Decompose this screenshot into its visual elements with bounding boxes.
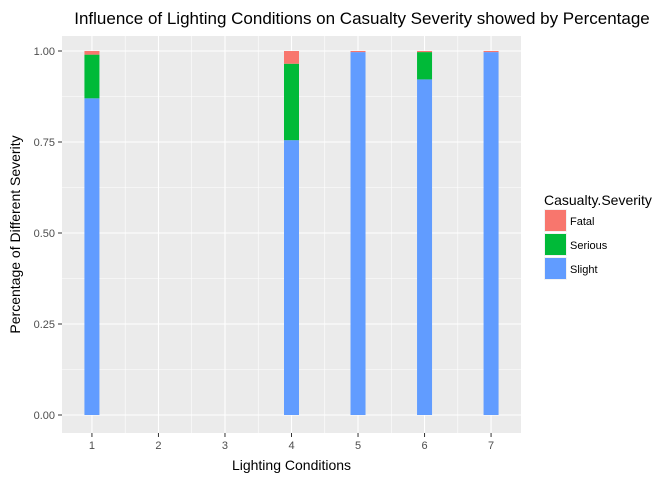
y-axis: 0.00 0.25 0.50 0.75 1.00 bbox=[34, 46, 62, 422]
bars bbox=[84, 51, 499, 415]
y-tick-label: 1.00 bbox=[34, 46, 55, 58]
bar-slight-4 bbox=[284, 140, 299, 415]
x-tick-label: 5 bbox=[355, 440, 361, 452]
x-tick-label: 2 bbox=[155, 440, 161, 452]
legend-label-fatal: Fatal bbox=[570, 216, 594, 228]
bar-slight-1 bbox=[84, 98, 100, 415]
bar-serious-1 bbox=[84, 54, 100, 99]
bar-serious-4 bbox=[284, 63, 299, 141]
bar-fatal-7 bbox=[483, 51, 499, 53]
bar-slight-5 bbox=[350, 52, 366, 415]
legend-items: Fatal Serious Slight bbox=[544, 209, 608, 280]
bar-serious-6 bbox=[417, 52, 433, 80]
x-axis: 1 2 3 4 5 6 7 bbox=[89, 433, 494, 452]
legend-label-slight: Slight bbox=[570, 264, 598, 276]
bar-slight-7 bbox=[483, 52, 499, 415]
chart-title: Influence of Lighting Conditions on Casu… bbox=[74, 9, 650, 28]
x-axis-label: Lighting Conditions bbox=[232, 457, 351, 473]
x-tick-label: 4 bbox=[288, 440, 294, 452]
x-tick-label: 1 bbox=[89, 440, 95, 452]
x-tick-label: 7 bbox=[488, 440, 494, 452]
bar-fatal-5 bbox=[350, 51, 366, 53]
y-tick-label: 0.50 bbox=[34, 228, 55, 240]
x-tick-label: 3 bbox=[222, 440, 228, 452]
y-axis-label: Percentage of Different Severity bbox=[7, 135, 23, 333]
legend-swatch-fatal bbox=[545, 210, 566, 231]
legend-label-serious: Serious bbox=[570, 240, 608, 252]
legend: Casualty.Severity Fatal Serious Slight bbox=[544, 192, 652, 280]
bar-fatal-6 bbox=[417, 51, 433, 53]
legend-swatch-serious bbox=[545, 234, 566, 255]
bar-fatal-4 bbox=[284, 51, 299, 64]
legend-swatch-slight bbox=[545, 258, 566, 279]
y-tick-label: 0.25 bbox=[34, 319, 55, 331]
legend-title: Casualty.Severity bbox=[544, 192, 652, 208]
y-tick-label: 0.00 bbox=[34, 410, 55, 422]
bar-slight-6 bbox=[417, 79, 433, 415]
y-tick-label: 0.75 bbox=[34, 137, 55, 149]
bar-fatal-1 bbox=[84, 51, 100, 55]
x-tick-label: 6 bbox=[421, 440, 427, 452]
